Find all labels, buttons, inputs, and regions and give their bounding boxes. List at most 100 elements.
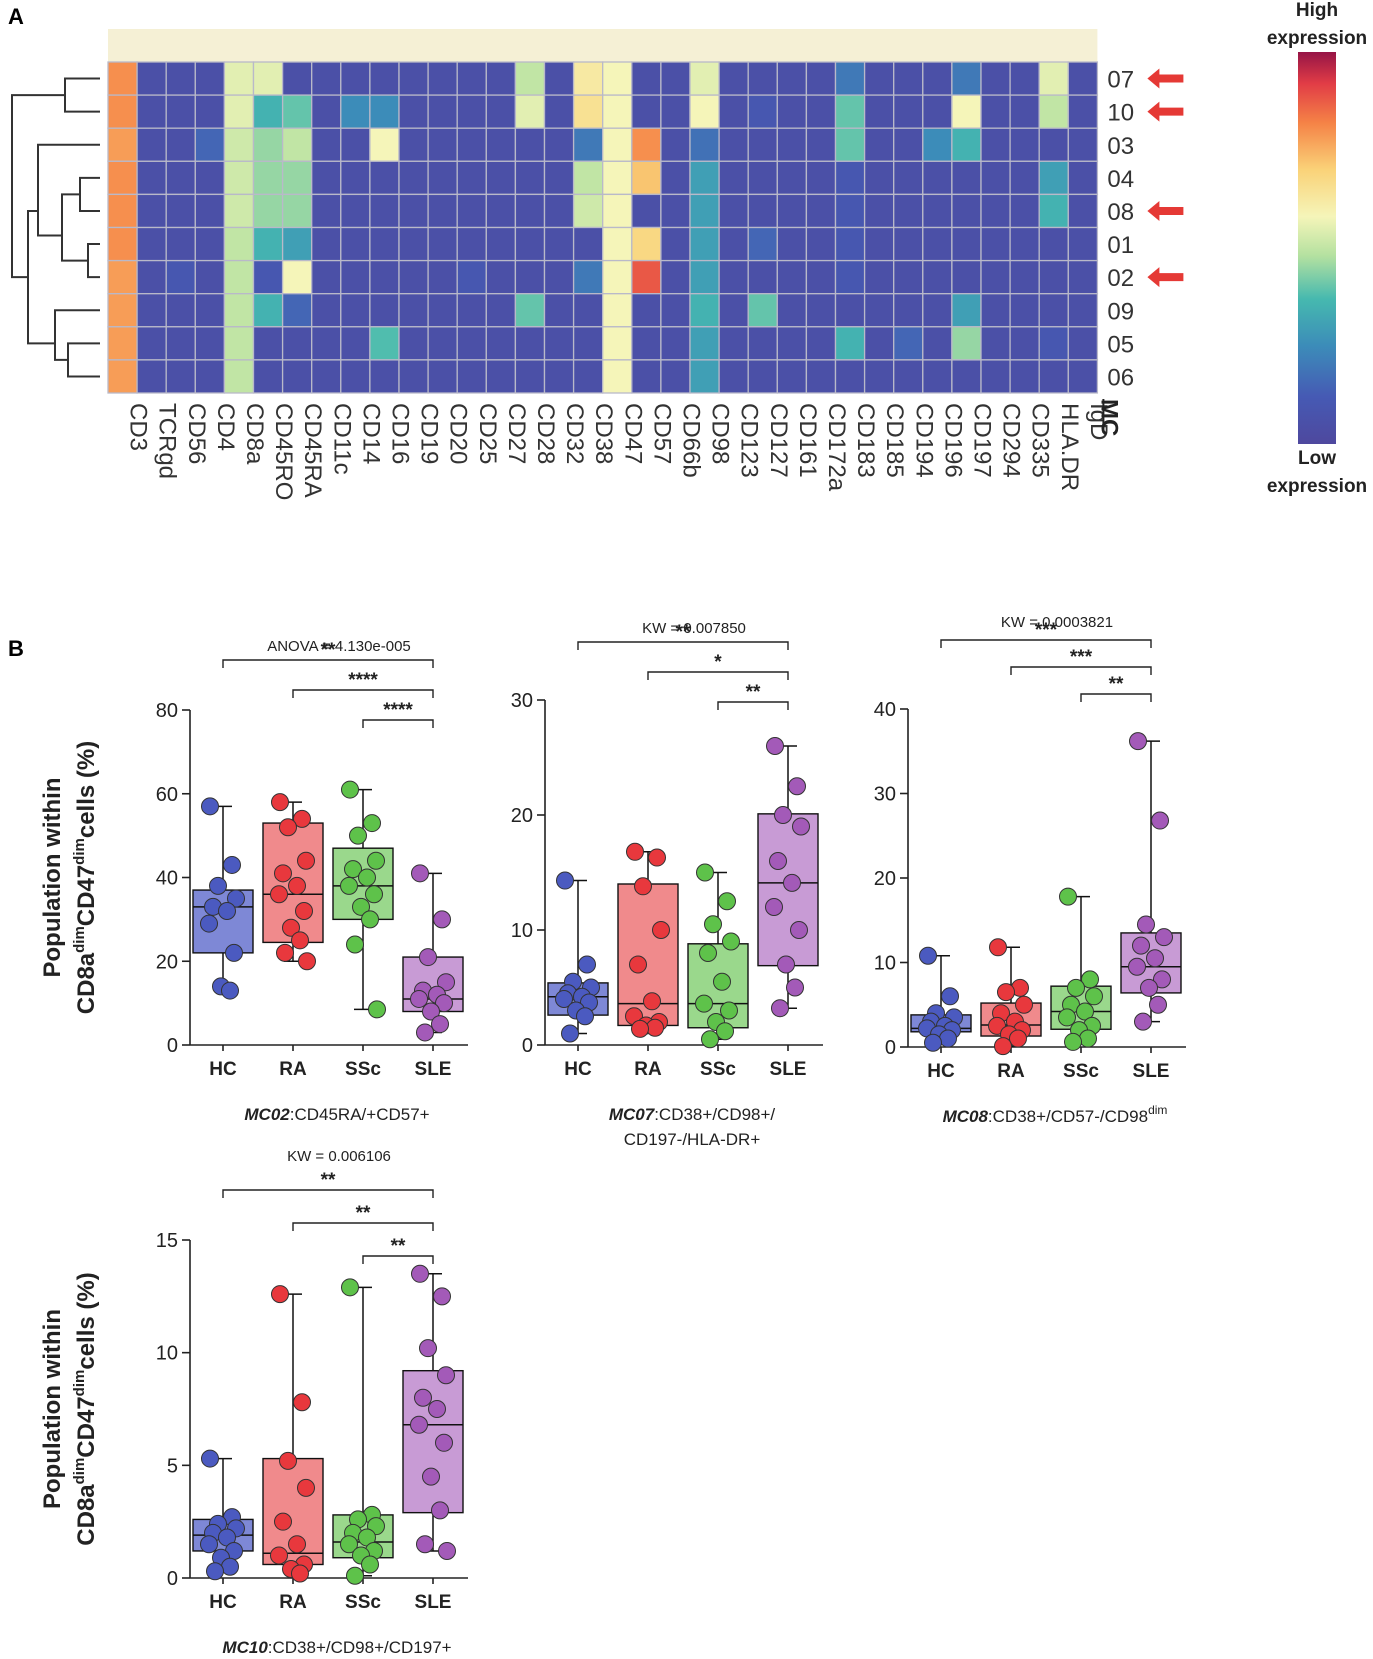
data-point — [297, 851, 315, 870]
y-axis-label-part: dim — [71, 1458, 88, 1485]
dendrogram-branch — [67, 342, 100, 378]
y-axis-label-part: dim — [71, 838, 88, 865]
heatmap-cell — [980, 326, 1011, 361]
x-tick-label: HC — [209, 1592, 237, 1613]
heatmap-column-label: CD27 — [503, 403, 530, 464]
heatmap-cell — [340, 160, 371, 196]
heatmap-cell — [747, 326, 778, 361]
y-axis-label-part: cells (%) — [73, 741, 100, 838]
significance-bracket — [222, 659, 434, 668]
heatmap-row-label: 05 — [1107, 331, 1134, 358]
data-point — [352, 897, 370, 916]
heatmap-cell — [252, 160, 284, 196]
heatmap-cell — [747, 293, 778, 328]
heatmap-cell — [427, 226, 458, 262]
heatmap-cell — [194, 94, 226, 129]
heatmap-cell — [398, 160, 429, 196]
significance-bracket — [940, 639, 1152, 648]
heatmap-cell — [1067, 293, 1099, 328]
significance-bracket — [222, 1189, 434, 1198]
heatmap-cell — [485, 61, 517, 96]
heatmap-cell — [398, 359, 429, 394]
dendrogram — [11, 77, 100, 378]
data-point — [274, 864, 292, 883]
heatmap-cell — [718, 259, 749, 295]
heatmap-cell — [165, 61, 196, 96]
data-point — [792, 817, 810, 836]
heatmap-cell — [165, 293, 196, 328]
heatmap-cell — [514, 127, 546, 162]
heatmap-cell — [456, 359, 487, 394]
heatmap-cell — [631, 160, 662, 196]
heatmap-cell — [572, 61, 604, 96]
heatmap-column-label: CD11c — [328, 403, 355, 475]
heatmap-row-label: 09 — [1107, 298, 1134, 325]
data-point — [699, 944, 717, 962]
y-tick-label: 0 — [522, 1035, 533, 1057]
heatmap-cell — [922, 326, 953, 361]
data-point — [221, 981, 239, 1000]
data-point — [270, 885, 288, 904]
data-point — [777, 955, 795, 974]
heatmap-cell — [165, 94, 196, 129]
heatmap-cell — [863, 293, 895, 328]
heatmap-column-label: CD294 — [998, 403, 1025, 478]
heatmap-cell — [223, 61, 255, 96]
heatmap-column-label: CD32 — [561, 403, 588, 464]
heatmap-cell — [136, 226, 167, 262]
data-point — [924, 1033, 942, 1052]
data-point — [438, 1541, 456, 1560]
heatmap-cell — [456, 127, 487, 162]
heatmap-cell — [136, 94, 167, 129]
significance-label: *** — [1070, 647, 1093, 668]
heatmap-cell — [718, 293, 749, 328]
heatmap-cell — [834, 326, 866, 361]
heatmap-column-label: CD196 — [939, 403, 966, 478]
heatmap-cell — [718, 127, 749, 162]
significance-bracket — [362, 1255, 434, 1264]
heatmap-cell — [107, 94, 138, 129]
data-point — [561, 1024, 579, 1043]
heatmap-cell — [427, 326, 458, 361]
y-tick-label: 10 — [511, 920, 533, 942]
heatmap-cell — [631, 94, 662, 129]
heatmap-cell — [631, 226, 662, 262]
data-point — [276, 943, 294, 962]
heatmap-cell — [980, 61, 1011, 96]
heatmap-column-label: CD19 — [416, 403, 443, 464]
heatmap-cell — [136, 326, 167, 361]
data-point — [293, 809, 311, 828]
chart-title: KW = 0.0003821 — [1001, 614, 1113, 631]
heatmap-cell — [194, 326, 226, 361]
highlight-arrow-icon — [1147, 101, 1184, 122]
heatmap-cell — [194, 61, 226, 96]
data-point — [218, 902, 236, 920]
heatmap-cell — [543, 226, 575, 262]
data-point — [1009, 1029, 1027, 1048]
heatmap-cell — [660, 127, 691, 162]
y-tick-label: 20 — [511, 805, 533, 827]
colorbar-low-label: expression — [1267, 476, 1367, 497]
heatmap-cell — [281, 326, 313, 361]
heatmap-cell — [165, 259, 196, 295]
heatmap-cell — [165, 127, 196, 162]
heatmap-cell — [893, 160, 924, 196]
y-tick-label: 0 — [885, 1037, 896, 1059]
data-point — [428, 1400, 446, 1418]
boxplot-panel: 0 5 10 15 HC RA SSc SLE ** ** ** KW = 0.006106 MC10:… — [39, 1148, 468, 1657]
heatmap-cell — [834, 359, 866, 394]
data-point — [939, 1029, 957, 1048]
heatmap-cell — [252, 127, 284, 162]
heatmap-cell — [893, 359, 924, 394]
data-point — [994, 1037, 1012, 1056]
heatmap-column-label: CD4 — [212, 403, 239, 451]
data-point — [629, 955, 647, 974]
data-point — [293, 1393, 311, 1412]
data-point — [270, 1546, 288, 1565]
heatmap-cell — [427, 359, 458, 394]
heatmap-cell — [311, 127, 342, 162]
heatmap-column-label: CD123 — [736, 403, 763, 478]
heatmap-cell — [1038, 359, 1069, 394]
